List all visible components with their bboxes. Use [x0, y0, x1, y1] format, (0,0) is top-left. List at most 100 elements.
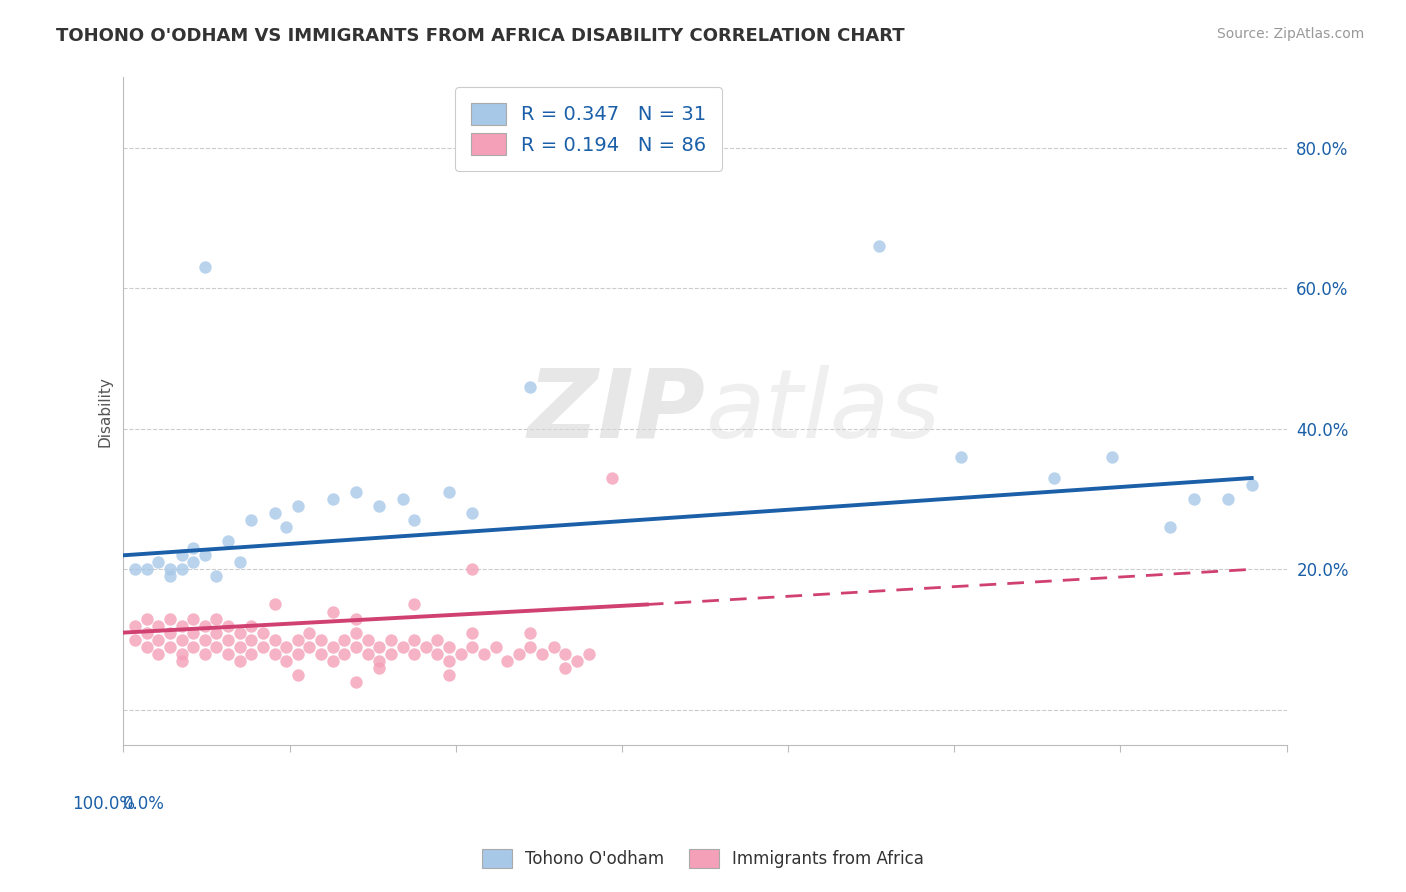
Point [159, 562, 181, 576]
Point [380, 647, 402, 661]
Point [276, 640, 298, 654]
Point [228, 640, 250, 654]
Point [228, 654, 250, 668]
Point [565, 654, 588, 668]
Point [276, 520, 298, 534]
Point [124, 562, 146, 576]
Point [217, 647, 239, 661]
Point [287, 499, 309, 513]
Point [240, 513, 263, 527]
Text: ZIP: ZIP [527, 365, 704, 458]
Point [404, 598, 426, 612]
Text: 100.0%: 100.0% [72, 795, 135, 814]
Point [135, 611, 157, 625]
Point [461, 640, 484, 654]
Point [124, 618, 146, 632]
Point [554, 647, 576, 661]
Point [181, 640, 204, 654]
Point [124, 632, 146, 647]
Point [148, 618, 170, 632]
Point [1240, 478, 1263, 492]
Y-axis label: Disability: Disability [97, 376, 112, 447]
Point [461, 625, 484, 640]
Point [322, 605, 344, 619]
Point [322, 654, 344, 668]
Point [380, 632, 402, 647]
Point [240, 647, 263, 661]
Point [344, 485, 367, 500]
Point [205, 611, 228, 625]
Point [1101, 450, 1123, 464]
Point [181, 555, 204, 569]
Point [170, 549, 193, 563]
Legend: R = 0.347   N = 31, R = 0.194   N = 86: R = 0.347 N = 31, R = 0.194 N = 86 [456, 87, 723, 171]
Point [263, 506, 285, 520]
Point [205, 640, 228, 654]
Legend: Tohono O'odham, Immigrants from Africa: Tohono O'odham, Immigrants from Africa [475, 842, 931, 875]
Point [519, 379, 541, 393]
Point [148, 647, 170, 661]
Point [426, 647, 449, 661]
Point [276, 654, 298, 668]
Point [404, 647, 426, 661]
Point [240, 618, 263, 632]
Point [205, 625, 228, 640]
Point [578, 647, 600, 661]
Point [543, 640, 565, 654]
Point [217, 632, 239, 647]
Point [1159, 520, 1181, 534]
Point [415, 640, 437, 654]
Point [252, 640, 274, 654]
Point [298, 625, 321, 640]
Point [181, 611, 204, 625]
Point [437, 640, 460, 654]
Point [554, 661, 576, 675]
Point [437, 485, 460, 500]
Text: atlas: atlas [704, 365, 941, 458]
Point [1182, 492, 1205, 507]
Text: 0.0%: 0.0% [124, 795, 166, 814]
Point [322, 492, 344, 507]
Point [181, 541, 204, 556]
Point [496, 654, 519, 668]
Point [252, 625, 274, 640]
Point [333, 632, 356, 647]
Point [148, 555, 170, 569]
Point [391, 640, 413, 654]
Point [263, 632, 285, 647]
Point [170, 654, 193, 668]
Point [135, 640, 157, 654]
Point [344, 640, 367, 654]
Point [287, 667, 309, 681]
Point [508, 647, 530, 661]
Point [170, 647, 193, 661]
Point [170, 562, 193, 576]
Point [287, 632, 309, 647]
Point [368, 654, 391, 668]
Point [205, 569, 228, 583]
Point [148, 632, 170, 647]
Point [404, 632, 426, 647]
Point [519, 625, 541, 640]
Point [194, 260, 217, 275]
Point [287, 647, 309, 661]
Point [1043, 471, 1066, 485]
Point [159, 611, 181, 625]
Point [194, 647, 217, 661]
Point [217, 618, 239, 632]
Text: TOHONO O'ODHAM VS IMMIGRANTS FROM AFRICA DISABILITY CORRELATION CHART: TOHONO O'ODHAM VS IMMIGRANTS FROM AFRICA… [56, 27, 905, 45]
Text: Source: ZipAtlas.com: Source: ZipAtlas.com [1216, 27, 1364, 41]
Point [531, 647, 554, 661]
Point [181, 625, 204, 640]
Point [344, 611, 367, 625]
Point [391, 492, 413, 507]
Point [1218, 492, 1240, 507]
Point [263, 647, 285, 661]
Point [404, 513, 426, 527]
Point [461, 562, 484, 576]
Point [194, 549, 217, 563]
Point [263, 598, 285, 612]
Point [194, 632, 217, 647]
Point [170, 618, 193, 632]
Point [356, 647, 378, 661]
